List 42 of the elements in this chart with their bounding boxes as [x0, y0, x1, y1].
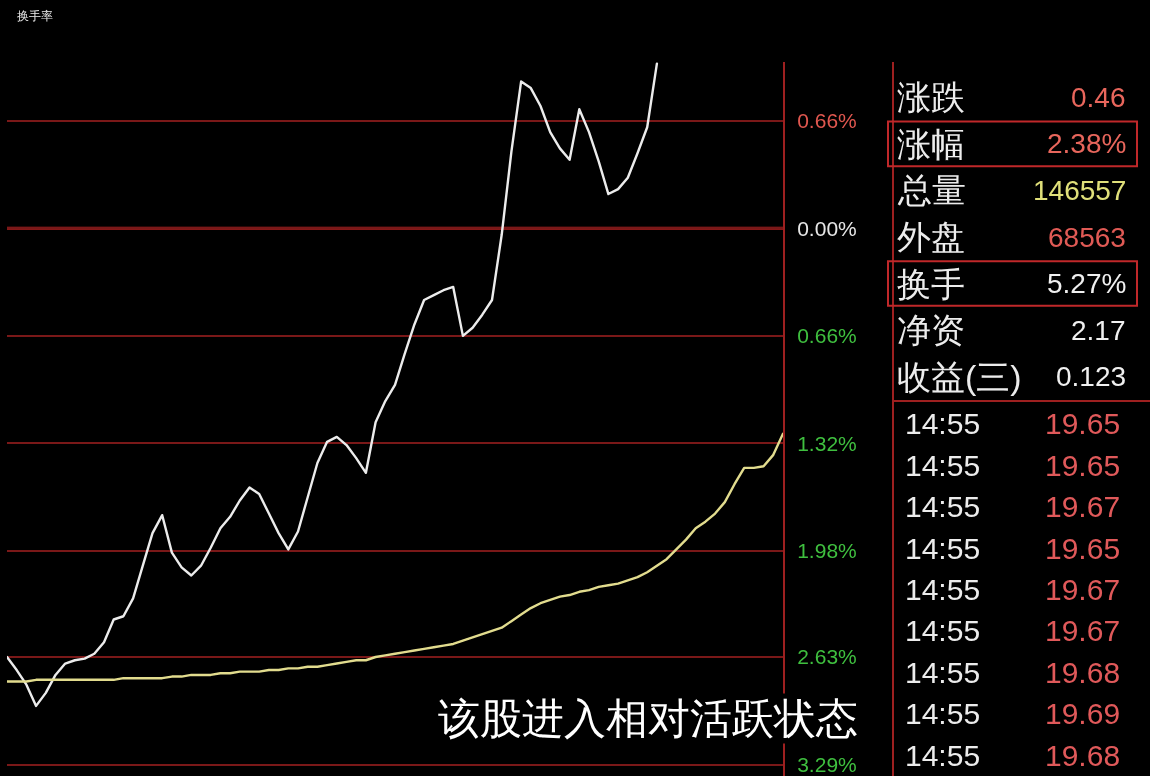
data-label: 0.123 — [1056, 361, 1127, 392]
y-tick-label: 0.00% — [797, 216, 857, 240]
category-label: 14:55 — [905, 407, 981, 440]
y-tick-label: 0.66% — [797, 324, 857, 348]
y-tick-label: 1.32% — [797, 431, 857, 455]
data-label: 2.38% — [1047, 128, 1127, 159]
category-label: 14:55 — [905, 490, 981, 523]
y-tick-label: 1.98% — [797, 539, 857, 563]
y-tick-label: 2.63% — [797, 645, 857, 669]
category-label: 14:55 — [905, 697, 981, 730]
chart-title: 换手率 — [17, 9, 53, 23]
data-label: 19.68 — [1045, 739, 1121, 772]
category-label: 涨跌 — [897, 78, 965, 116]
data-label: 2.17 — [1071, 315, 1126, 346]
data-label: 5.27% — [1047, 268, 1127, 299]
category-label: 外盘 — [897, 218, 965, 256]
category-label: 14:55 — [905, 739, 981, 772]
category-label: 净资 — [897, 311, 965, 349]
y-tick-label: 3.29% — [797, 752, 857, 776]
category-label: 14:55 — [905, 614, 981, 647]
category-label: 14:55 — [905, 656, 981, 689]
data-label: 146557 — [1033, 175, 1127, 206]
category-label: 14:55 — [905, 573, 981, 606]
y-tick-label: 0.66% — [797, 109, 857, 133]
data-label: 19.65 — [1045, 532, 1121, 565]
category-label: 收益(三) — [897, 358, 1022, 396]
data-label: 68563 — [1048, 222, 1126, 253]
category-label: 涨幅 — [897, 125, 965, 163]
category-label: 总量 — [897, 171, 966, 209]
data-label: 19.69 — [1045, 697, 1121, 730]
annotation: 该股进入相对活跃状态 — [438, 695, 858, 742]
data-label: 0.46 — [1071, 82, 1126, 113]
category-label: 14:55 — [905, 449, 981, 482]
category-label: 换手 — [897, 265, 965, 303]
data-label: 19.67 — [1045, 614, 1121, 647]
data-label: 19.68 — [1045, 656, 1121, 689]
data-label: 19.65 — [1045, 407, 1121, 440]
data-label: 19.65 — [1045, 449, 1121, 482]
line-series — [7, 432, 783, 683]
category-label: 14:55 — [905, 532, 981, 565]
data-label: 19.67 — [1045, 573, 1121, 606]
data-label: 19.67 — [1045, 490, 1121, 523]
